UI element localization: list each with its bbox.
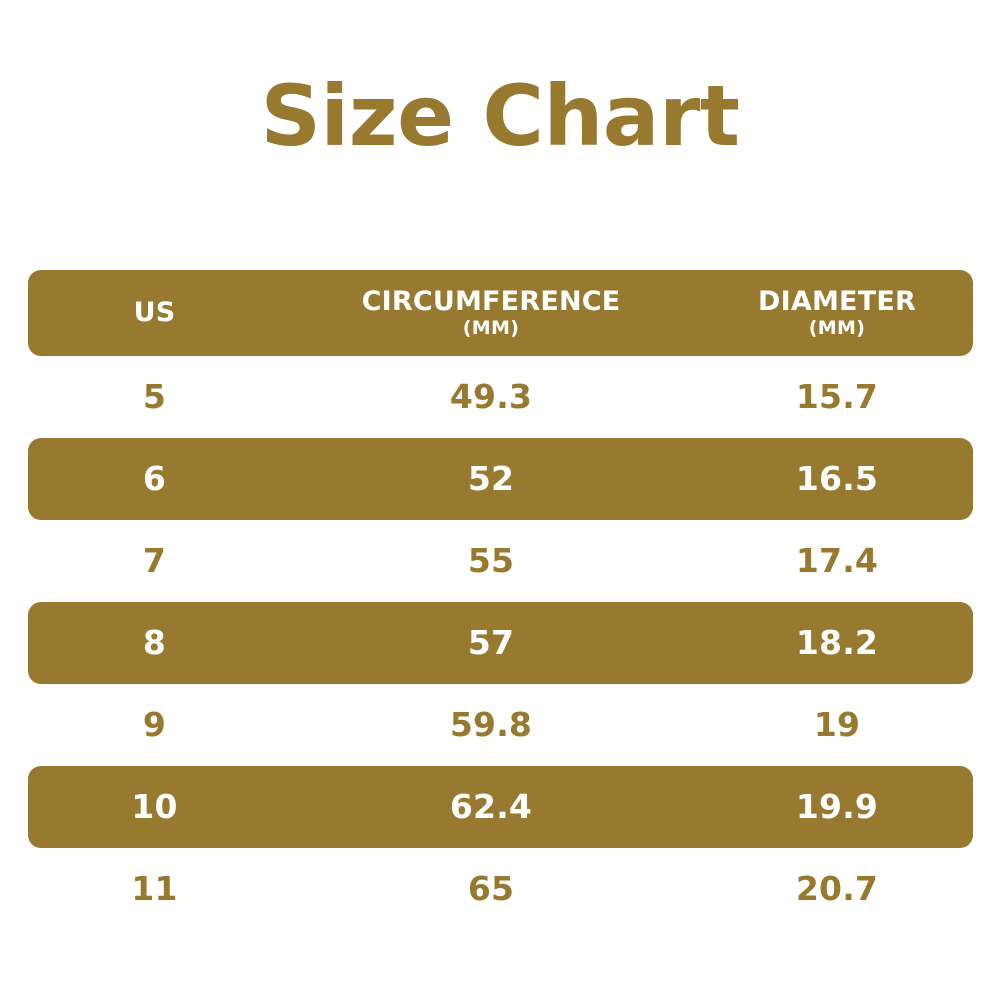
cell-circumference: 65 (467, 869, 515, 909)
column-header-diameter: DIAMETER (MM) (701, 287, 973, 339)
cell-diameter: 18.2 (795, 623, 879, 663)
cell-diameter: 15.7 (795, 377, 879, 417)
column-header-us-label: US (133, 297, 176, 329)
table-row: 5 49.3 15.7 (28, 356, 973, 438)
page-title: Size Chart (260, 67, 740, 165)
cell-us: 7 (142, 541, 167, 581)
column-header-circumference-label: CIRCUMFERENCE (361, 286, 621, 318)
cell-us: 9 (142, 705, 167, 745)
column-header-diameter-unit: (MM) (808, 317, 866, 340)
cell-circumference: 49.3 (449, 377, 533, 417)
cell-diameter: 19.9 (795, 787, 879, 827)
cell-circumference: 62.4 (449, 787, 533, 827)
page-title-container: Size Chart (0, 67, 1000, 165)
cell-us: 6 (142, 459, 167, 499)
column-header-circumference: CIRCUMFERENCE (MM) (281, 287, 701, 339)
cell-us: 11 (131, 869, 178, 909)
column-header-diameter-label: DIAMETER (758, 286, 916, 318)
table-row: 8 57 18.2 (28, 602, 973, 684)
cell-circumference: 57 (467, 623, 515, 663)
cell-diameter: 19 (813, 705, 861, 745)
cell-us: 8 (142, 623, 167, 663)
column-header-us: US (28, 298, 281, 327)
cell-diameter: 20.7 (795, 869, 879, 909)
cell-circumference: 55 (467, 541, 515, 581)
cell-diameter: 16.5 (795, 459, 879, 499)
table-row: 6 52 16.5 (28, 438, 973, 520)
size-chart-table: US CIRCUMFERENCE (MM) DIAMETER (MM) 5 49… (28, 270, 973, 930)
cell-circumference: 52 (467, 459, 515, 499)
table-row: 9 59.8 19 (28, 684, 973, 766)
table-row: 7 55 17.4 (28, 520, 973, 602)
cell-diameter: 17.4 (795, 541, 879, 581)
cell-us: 5 (142, 377, 167, 417)
cell-circumference: 59.8 (449, 705, 533, 745)
column-header-circumference-unit: (MM) (462, 317, 520, 340)
table-header-row: US CIRCUMFERENCE (MM) DIAMETER (MM) (28, 270, 973, 356)
cell-us: 10 (131, 787, 178, 827)
table-row: 11 65 20.7 (28, 848, 973, 930)
table-row: 10 62.4 19.9 (28, 766, 973, 848)
